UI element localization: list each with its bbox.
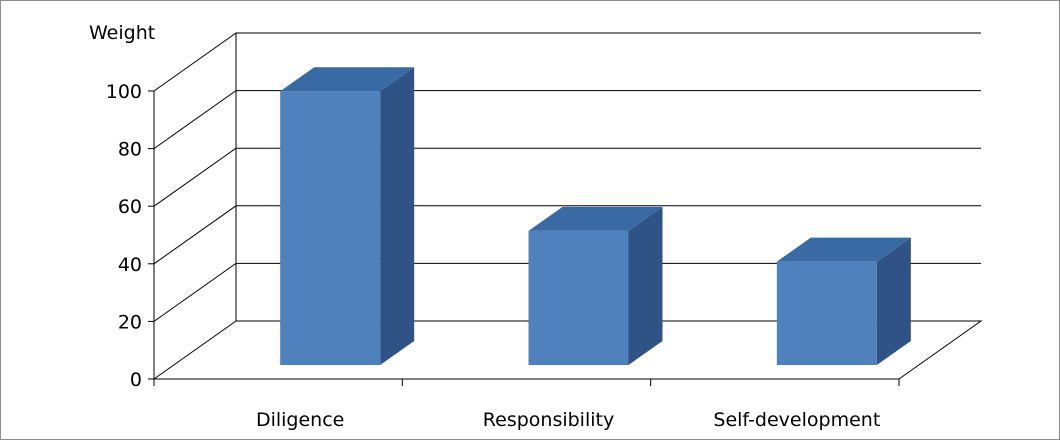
y-tick-label: 100 — [106, 81, 142, 103]
bar-side — [628, 206, 663, 365]
bar — [528, 206, 663, 365]
y-tick-label: 60 — [118, 196, 142, 218]
gridline — [153, 147, 981, 207]
gridline — [153, 262, 981, 322]
y-tick-label: 80 — [118, 139, 142, 161]
axes — [148, 90, 900, 386]
bars — [280, 67, 911, 365]
bar-top — [776, 237, 911, 262]
x-category-label: Self-development — [713, 409, 880, 431]
bar — [776, 237, 911, 365]
bar — [280, 67, 415, 365]
bar-front — [776, 261, 877, 365]
y-tick-labels: 0 20 40 60 80 100 — [106, 81, 142, 391]
bar-side — [876, 237, 911, 365]
bar-top — [528, 206, 663, 231]
y-tick-label: 40 — [118, 254, 142, 276]
gridline — [153, 205, 981, 265]
gridlines — [153, 32, 981, 322]
bar-front — [280, 91, 381, 365]
gridline — [153, 32, 981, 92]
gridline — [153, 90, 981, 150]
y-axis-label: Weight — [89, 22, 155, 44]
bar-side — [380, 67, 415, 365]
x-category-label: Diligence — [256, 409, 344, 431]
bar-top — [280, 67, 415, 92]
bar-front — [528, 230, 629, 365]
x-category-label: Responsibility — [483, 409, 614, 431]
y-tick-label: 0 — [130, 369, 142, 391]
x-tick-labels: Diligence Responsibility Self-development — [256, 409, 880, 431]
y-tick-label: 20 — [118, 311, 142, 333]
